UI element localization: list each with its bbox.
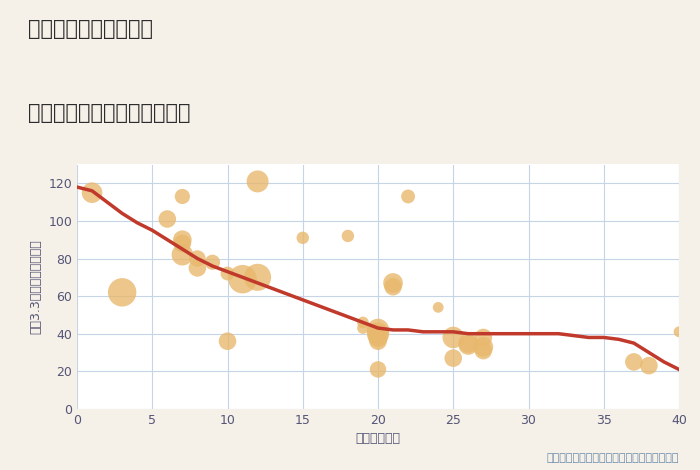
Point	[448, 334, 459, 341]
Text: 兵庫県姫路市柿山伏の: 兵庫県姫路市柿山伏の	[28, 19, 153, 39]
Point	[237, 275, 248, 283]
Point	[176, 193, 188, 200]
Point	[433, 304, 444, 311]
Point	[297, 234, 308, 242]
Point	[342, 232, 354, 240]
Point	[477, 334, 489, 341]
Point	[176, 236, 188, 243]
Point	[448, 354, 459, 362]
Point	[252, 178, 263, 185]
Point	[372, 330, 384, 337]
Point	[222, 337, 233, 345]
Point	[402, 193, 414, 200]
Point	[388, 283, 399, 290]
Point	[477, 343, 489, 351]
Text: 円の大きさは、取引のあった物件面積を示す: 円の大きさは、取引のあった物件面積を示す	[547, 453, 679, 463]
X-axis label: 築年数（年）: 築年数（年）	[356, 432, 400, 445]
Point	[357, 319, 368, 326]
Point	[372, 366, 384, 373]
Point	[372, 326, 384, 334]
Y-axis label: 坪（3.3㎡）単価（万円）: 坪（3.3㎡）単価（万円）	[29, 239, 43, 334]
Point	[673, 328, 685, 336]
Point	[463, 339, 474, 347]
Point	[176, 251, 188, 258]
Point	[372, 337, 384, 345]
Point	[207, 258, 218, 266]
Point	[357, 324, 368, 332]
Point	[176, 240, 188, 247]
Point	[643, 362, 655, 369]
Point	[192, 264, 203, 272]
Point	[388, 279, 399, 287]
Point	[222, 270, 233, 277]
Point	[477, 347, 489, 354]
Point	[629, 358, 640, 366]
Point	[252, 274, 263, 281]
Point	[192, 255, 203, 262]
Point	[463, 341, 474, 349]
Point	[372, 334, 384, 341]
Point	[87, 189, 98, 196]
Point	[116, 289, 128, 296]
Point	[162, 215, 173, 223]
Text: 築年数別中古マンション価格: 築年数別中古マンション価格	[28, 103, 190, 124]
